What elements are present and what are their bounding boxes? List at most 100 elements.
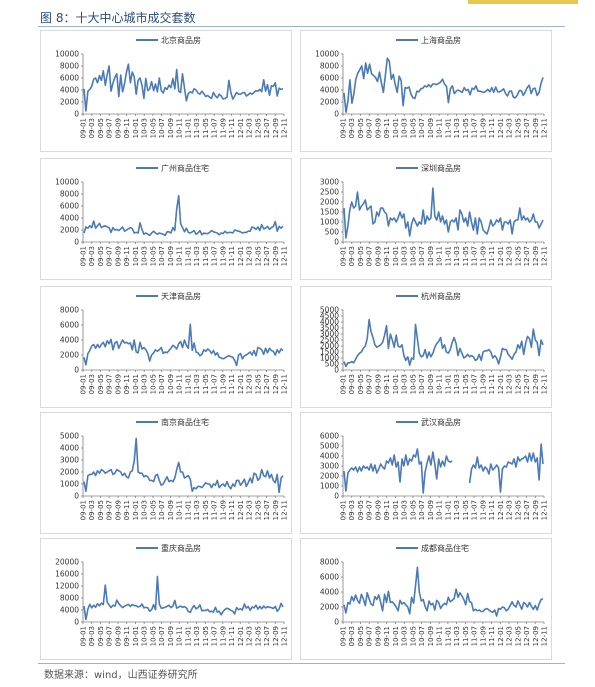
x-tick-label: 09-01 — [340, 246, 348, 266]
x-tick-label: 09-03 — [88, 374, 96, 394]
y-tick-label: 2000 — [60, 468, 79, 477]
x-tick-label: 12-09 — [532, 626, 540, 646]
x-tick-label: 12-05 — [514, 118, 522, 138]
x-tick-label: 10-01 — [132, 500, 140, 520]
x-tick-label: 10-05 — [149, 374, 157, 394]
x-tick-label: 11-01 — [184, 246, 192, 266]
x-tick-label: 11-05 — [202, 626, 210, 646]
series-line — [83, 63, 284, 112]
x-tick-label: 10-05 — [149, 500, 157, 520]
x-tick-label: 12-03 — [246, 500, 254, 520]
x-tick-label: 10-03 — [141, 374, 149, 394]
x-tick-label: 09-07 — [366, 374, 374, 394]
x-tick-label: 09-01 — [340, 118, 348, 138]
x-tick-label: 09-11 — [383, 500, 391, 520]
x-tick-label: 10-05 — [409, 118, 417, 138]
x-tick-label: 09-07 — [366, 626, 374, 646]
x-tick-label: 11-11 — [488, 246, 496, 266]
chart-panel-5: 天津商品房 0 2000 4000 6000 8000 09-01 09-03 09-05 09-… — [40, 286, 292, 408]
x-tick-label: 09-11 — [123, 626, 131, 646]
y-tick-label: 2000 — [320, 198, 339, 207]
x-tick-label: 12-03 — [506, 500, 514, 520]
x-tick-label: 12-05 — [254, 118, 262, 138]
x-tick-label: 12-07 — [263, 626, 271, 646]
x-tick-label: 09-07 — [106, 246, 114, 266]
y-tick-label: 2500 — [320, 336, 339, 345]
y-tick-label: 2500 — [320, 188, 339, 197]
x-tick-label: 12-07 — [523, 626, 531, 646]
x-tick-label: 11-05 — [202, 500, 210, 520]
x-tick-label: 10-01 — [392, 626, 400, 646]
y-tick-label: 1000 — [60, 480, 79, 489]
x-tick-label: 09-05 — [97, 500, 105, 520]
legend-label: 上海商品房 — [421, 35, 461, 45]
x-tick-label: 12-07 — [523, 500, 531, 520]
x-tick-label: 12-07 — [523, 246, 531, 266]
x-tick-label: 12-09 — [272, 118, 280, 138]
x-tick-label: 11-11 — [228, 500, 236, 520]
x-tick-label: 11-03 — [453, 118, 461, 138]
x-tick-label: 12-03 — [246, 118, 254, 138]
x-tick-label: 12-07 — [523, 374, 531, 394]
x-tick-label: 11-11 — [488, 374, 496, 394]
x-tick-label: 12-09 — [272, 246, 280, 266]
x-tick-label: 12-07 — [263, 118, 271, 138]
x-tick-label: 10-09 — [427, 246, 435, 266]
y-tick-label: 0 — [74, 110, 79, 119]
x-tick-label: 10-01 — [132, 118, 140, 138]
y-tick-label: 6000 — [60, 74, 79, 83]
y-tick-label: 2000 — [320, 603, 339, 612]
x-tick-label: 10-03 — [141, 118, 149, 138]
y-tick-label: 0 — [334, 492, 339, 501]
y-tick-label: 10000 — [55, 178, 79, 187]
x-tick-label: 09-03 — [348, 374, 356, 394]
x-tick-label: 10-05 — [149, 626, 157, 646]
y-tick-label: 4000 — [320, 318, 339, 327]
x-tick-label: 09-09 — [374, 626, 382, 646]
x-tick-label: 10-01 — [132, 246, 140, 266]
y-tick-label: 8000 — [60, 62, 79, 71]
x-tick-label: 12-03 — [246, 374, 254, 394]
series-line — [343, 566, 544, 617]
chart-panel-4: 深圳商品房 0 500 1000 1500 2000 2500 3000 09-01 09-03 0… — [300, 158, 552, 280]
legend-label: 广州商品住宅 — [161, 163, 209, 173]
y-tick-label: 0 — [74, 238, 79, 247]
x-tick-label: 12-01 — [237, 246, 245, 266]
y-tick-label: 10000 — [55, 50, 79, 59]
x-tick-label: 09-05 — [357, 246, 365, 266]
x-tick-label: 09-07 — [366, 118, 374, 138]
x-tick-label: 11-07 — [471, 500, 479, 520]
x-tick-label: 10-05 — [149, 246, 157, 266]
y-tick-label: 2000 — [60, 98, 79, 107]
y-tick-label: 4000 — [320, 86, 339, 95]
x-tick-label: 12-11 — [281, 118, 289, 138]
x-tick-label: 10-07 — [418, 626, 426, 646]
y-tick-label: 6000 — [320, 74, 339, 83]
x-tick-label: 12-01 — [237, 626, 245, 646]
x-tick-label: 09-01 — [80, 626, 88, 646]
y-tick-label: 5000 — [320, 442, 339, 451]
x-tick-label: 12-09 — [532, 246, 540, 266]
x-tick-label: 10-11 — [176, 626, 184, 646]
x-tick-label: 11-03 — [453, 500, 461, 520]
x-tick-label: 09-09 — [114, 118, 122, 138]
x-tick-label: 12-05 — [514, 626, 522, 646]
x-tick-label: 11-03 — [193, 118, 201, 138]
x-tick-label: 11-01 — [444, 626, 452, 646]
x-tick-label: 10-11 — [436, 118, 444, 138]
x-tick-label: 09-03 — [88, 626, 96, 646]
x-tick-label: 09-07 — [106, 118, 114, 138]
y-tick-label: 1500 — [320, 208, 339, 217]
x-tick-label: 09-03 — [88, 246, 96, 266]
x-tick-label: 09-01 — [340, 374, 348, 394]
legend-label: 成都商品住宅 — [421, 543, 469, 553]
x-tick-label: 11-01 — [184, 374, 192, 394]
x-tick-label: 11-07 — [471, 374, 479, 394]
x-tick-label: 09-07 — [106, 500, 114, 520]
x-tick-label: 12-07 — [523, 118, 531, 138]
x-tick-label: 11-05 — [202, 118, 210, 138]
x-tick-label: 11-09 — [479, 118, 487, 138]
title-divider — [38, 26, 565, 27]
x-tick-label: 11-07 — [211, 118, 219, 138]
